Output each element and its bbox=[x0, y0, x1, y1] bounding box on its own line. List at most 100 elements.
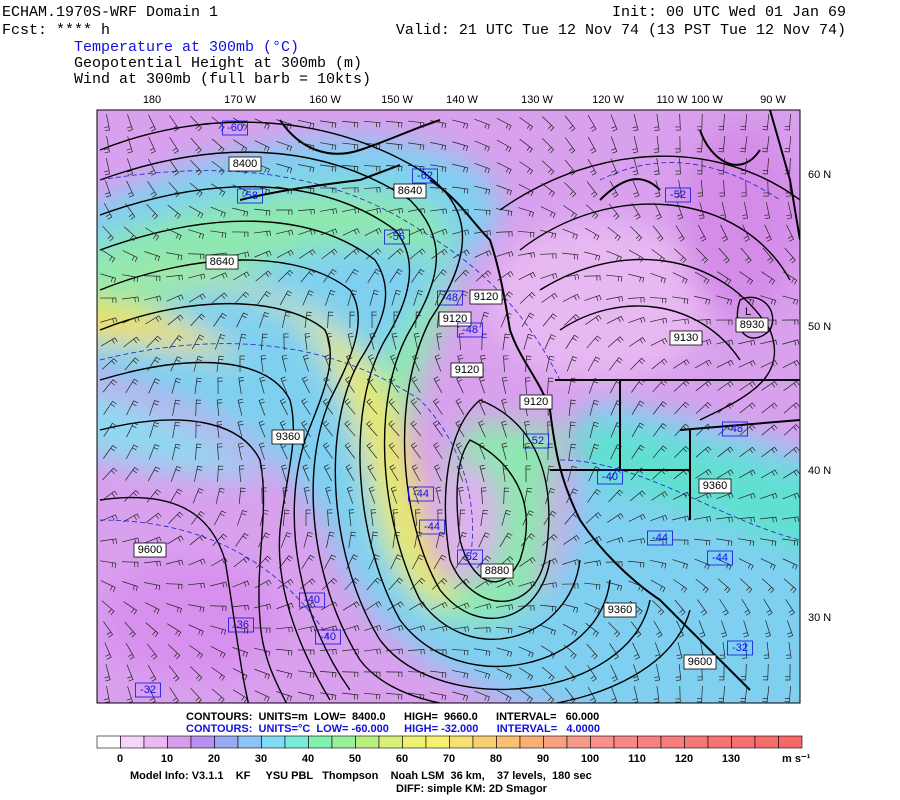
wind-barb bbox=[716, 469, 734, 479]
wind-barb bbox=[518, 581, 536, 588]
wind-barb bbox=[217, 377, 223, 395]
wind-barb bbox=[104, 664, 111, 682]
wind-barb bbox=[457, 531, 468, 548]
contour-label: -48 bbox=[462, 324, 478, 336]
wind-barb bbox=[149, 399, 160, 416]
wind-barb bbox=[496, 117, 512, 131]
contour-label: -52 bbox=[462, 551, 478, 563]
wind-barb bbox=[609, 180, 619, 198]
colorbar-swatch bbox=[590, 735, 615, 749]
wind-barb bbox=[237, 398, 244, 416]
wind-barb bbox=[675, 135, 681, 153]
wind-barb bbox=[519, 556, 536, 567]
wind-barb bbox=[210, 206, 226, 218]
wind-barb bbox=[363, 187, 381, 193]
wind-barb bbox=[165, 583, 183, 590]
wind-barb bbox=[320, 164, 337, 172]
wind-barb bbox=[540, 624, 556, 636]
wind-barb bbox=[675, 157, 681, 175]
wind-barb bbox=[260, 355, 267, 372]
wind-barb bbox=[210, 557, 228, 567]
contour-label: 8640 bbox=[398, 185, 422, 197]
wind-barb bbox=[672, 515, 690, 522]
wind-barb bbox=[320, 625, 338, 632]
wind-barb bbox=[739, 424, 756, 436]
wind-barb bbox=[327, 311, 334, 329]
wind-barb bbox=[696, 135, 703, 153]
wind-barb bbox=[103, 202, 113, 220]
wind-barb bbox=[210, 183, 226, 197]
wind-barb bbox=[101, 249, 116, 263]
label-box bbox=[735, 317, 769, 333]
wind-barb bbox=[585, 204, 599, 220]
wind-barb bbox=[188, 273, 206, 280]
wind-barb bbox=[495, 231, 513, 237]
wind-barb bbox=[761, 381, 778, 391]
wind-barb bbox=[211, 138, 225, 154]
wind-barb bbox=[518, 252, 536, 258]
wind-barb bbox=[452, 249, 470, 259]
wind-barb bbox=[564, 511, 580, 525]
wind-barb bbox=[410, 398, 422, 415]
wind-barb bbox=[170, 466, 182, 482]
wind-barb bbox=[632, 114, 639, 132]
wind-barb bbox=[386, 207, 404, 214]
wind-barb bbox=[388, 420, 400, 437]
wind-barb bbox=[216, 421, 223, 438]
wind-barb bbox=[716, 339, 734, 346]
wind-barb bbox=[452, 670, 469, 679]
wind-barb bbox=[364, 227, 382, 236]
wind-barb bbox=[171, 443, 181, 460]
wind-barb bbox=[562, 623, 578, 637]
wind-barb bbox=[389, 464, 399, 482]
model-title: ECHAM.1970S-WRF Domain 1 bbox=[2, 4, 218, 21]
wind-barb bbox=[452, 691, 469, 701]
wind-barb bbox=[782, 558, 798, 570]
wind-barb bbox=[563, 205, 578, 219]
wind-barb bbox=[211, 688, 225, 703]
wind-barb bbox=[694, 295, 711, 305]
wind-barb bbox=[741, 179, 747, 197]
wind-barb bbox=[215, 487, 225, 504]
wind-barb bbox=[387, 248, 404, 260]
wind-barb bbox=[522, 510, 534, 526]
wind-barb bbox=[452, 626, 469, 633]
wind-barb bbox=[740, 663, 747, 681]
wind-barb bbox=[100, 538, 117, 545]
wind-barb bbox=[348, 531, 357, 548]
wind-barb bbox=[568, 421, 576, 438]
wind-barb bbox=[188, 582, 205, 589]
wind-barb bbox=[259, 464, 266, 482]
wind-barb bbox=[301, 420, 311, 437]
colorbar-swatch bbox=[120, 735, 145, 749]
wind-barb bbox=[650, 559, 667, 569]
wind-barb bbox=[431, 578, 448, 590]
wind-barb bbox=[232, 207, 249, 217]
field-label: Temperature at 300mb (°C) bbox=[74, 39, 299, 56]
wind-barb bbox=[391, 332, 398, 350]
wind-barb bbox=[696, 248, 709, 264]
wind-barb bbox=[297, 187, 315, 194]
wind-barb bbox=[168, 181, 180, 198]
wind-barb bbox=[785, 642, 792, 659]
wind-barb bbox=[474, 162, 490, 174]
wind-barb bbox=[168, 335, 183, 349]
wind-barb bbox=[672, 318, 689, 325]
wind-barb bbox=[519, 291, 536, 304]
wind-barb bbox=[762, 136, 770, 153]
label-box bbox=[683, 654, 717, 670]
wind-barb bbox=[408, 208, 426, 214]
wind-barb bbox=[673, 248, 687, 264]
colorbar-label: 130 bbox=[722, 753, 740, 765]
wind-barb bbox=[214, 334, 226, 350]
wind-barb bbox=[497, 270, 514, 281]
wind-barb bbox=[783, 578, 797, 594]
wind-barb bbox=[540, 582, 558, 588]
wind-barb bbox=[652, 600, 665, 616]
wind-barb bbox=[320, 142, 337, 151]
colorbar-label: 80 bbox=[490, 753, 502, 765]
wind-barb bbox=[190, 159, 203, 176]
wind-barb bbox=[276, 229, 294, 236]
wind-barb bbox=[518, 646, 534, 658]
wind-barb bbox=[122, 296, 139, 303]
